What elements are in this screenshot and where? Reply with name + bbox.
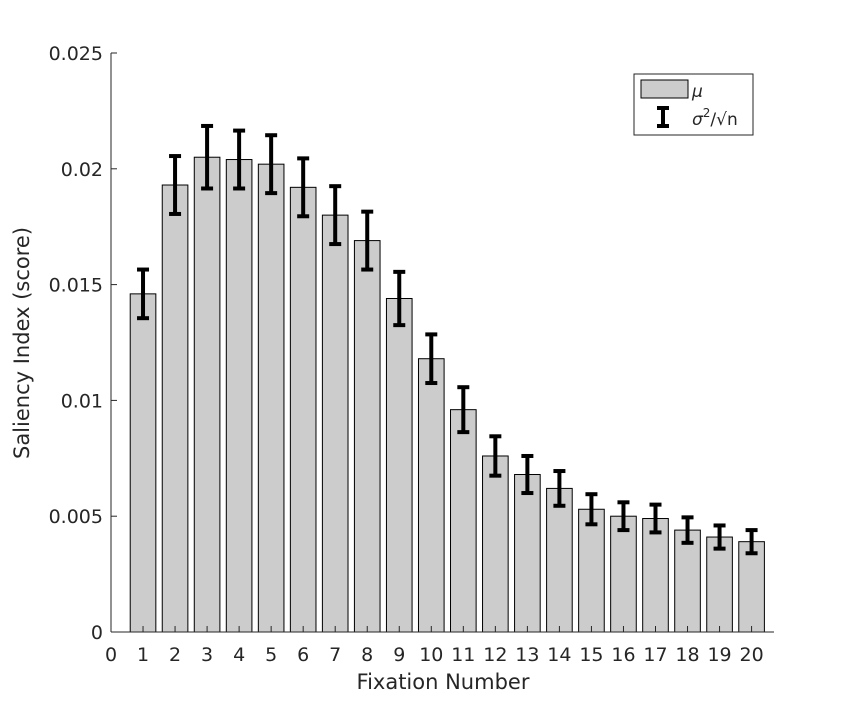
error-bar-18 xyxy=(681,515,694,545)
bar-12 xyxy=(482,455,509,633)
x-tick-label: 1 xyxy=(137,644,149,666)
x-tick-label: 17 xyxy=(643,644,667,666)
error-bars-group xyxy=(137,123,758,556)
x-tick-label: 9 xyxy=(393,644,405,666)
x-tick-label: 19 xyxy=(707,644,731,666)
error-bar-19 xyxy=(713,523,726,551)
bar-20 xyxy=(738,541,765,633)
error-bar-17 xyxy=(649,502,662,535)
error-bar-8 xyxy=(361,209,374,272)
error-bar-14 xyxy=(553,469,566,508)
x-tick-label: 12 xyxy=(483,644,507,666)
x-tick-label: 15 xyxy=(579,644,603,666)
x-tick-label: 13 xyxy=(515,644,539,666)
legend-label-error: σ2/√n xyxy=(692,106,738,130)
bar-3 xyxy=(193,156,221,633)
x-tick-label: 7 xyxy=(329,644,341,666)
y-tick-label: 0.01 xyxy=(61,390,103,412)
bar-18 xyxy=(674,529,701,633)
bar-19 xyxy=(706,536,733,633)
bar-10 xyxy=(417,358,445,633)
bar-5 xyxy=(257,163,285,633)
legend-label-sup: 2 xyxy=(703,106,711,120)
y-tick-label: 0.005 xyxy=(49,506,103,528)
x-tick-label: 20 xyxy=(739,644,763,666)
x-tick-label: 11 xyxy=(451,644,475,666)
error-bar-1 xyxy=(137,267,150,321)
y-tick-label: 0.025 xyxy=(49,43,103,65)
bar-13 xyxy=(514,474,541,633)
x-tick-label: 2 xyxy=(169,644,181,666)
legend-errorbar-swatch xyxy=(657,106,669,128)
bar-11 xyxy=(450,409,477,633)
error-bar-3 xyxy=(201,123,214,191)
legend-bar-swatch xyxy=(640,79,689,99)
x-axis-label: Fixation Number xyxy=(357,670,530,694)
x-tick-label: 3 xyxy=(201,644,213,666)
bar-1 xyxy=(129,293,157,633)
bar-14 xyxy=(546,487,573,633)
x-tick-label: 8 xyxy=(361,644,373,666)
bar-15 xyxy=(578,508,605,633)
x-tick-label: 6 xyxy=(297,644,309,666)
error-bar-13 xyxy=(521,453,534,496)
x-tick-label: 0 xyxy=(105,644,117,666)
bar-7 xyxy=(321,214,349,633)
x-tick-label: 10 xyxy=(419,644,443,666)
bar-6 xyxy=(289,186,317,633)
error-bar-12 xyxy=(489,434,502,478)
bar-2 xyxy=(161,184,189,633)
error-bar-6 xyxy=(297,156,310,219)
y-tick-label: 0.015 xyxy=(49,275,103,297)
error-bar-4 xyxy=(233,128,246,191)
error-bar-15 xyxy=(585,492,598,527)
bar-9 xyxy=(385,297,413,633)
error-bar-11 xyxy=(457,385,470,435)
error-bar-7 xyxy=(329,184,342,247)
error-bar-10 xyxy=(425,332,438,386)
x-tick-label: 18 xyxy=(675,644,699,666)
legend-label-sigma: σ xyxy=(692,110,704,130)
bar-8 xyxy=(353,240,381,633)
x-tick-label: 14 xyxy=(547,644,571,666)
y-tick-label: 0 xyxy=(91,622,103,644)
bar-4 xyxy=(225,159,253,633)
x-tick-label: 4 xyxy=(233,644,245,666)
y-axis-label: Saliency Index (score) xyxy=(10,227,34,459)
error-bar-20 xyxy=(745,528,758,556)
error-bar-9 xyxy=(393,269,406,328)
legend-label-mean: μ xyxy=(691,82,703,102)
bars-group xyxy=(129,156,765,633)
x-tick-label: 5 xyxy=(265,644,277,666)
error-bar-2 xyxy=(169,154,182,216)
x-tick-label: 16 xyxy=(611,644,635,666)
error-bar-5 xyxy=(265,133,278,196)
bar-16 xyxy=(610,515,637,633)
legend-label-rest: /√n xyxy=(710,110,737,130)
y-tick-label: 0.02 xyxy=(61,159,103,181)
legend: μ σ2/√n xyxy=(633,73,754,136)
error-bar-16 xyxy=(617,500,630,533)
bar-17 xyxy=(642,518,669,633)
